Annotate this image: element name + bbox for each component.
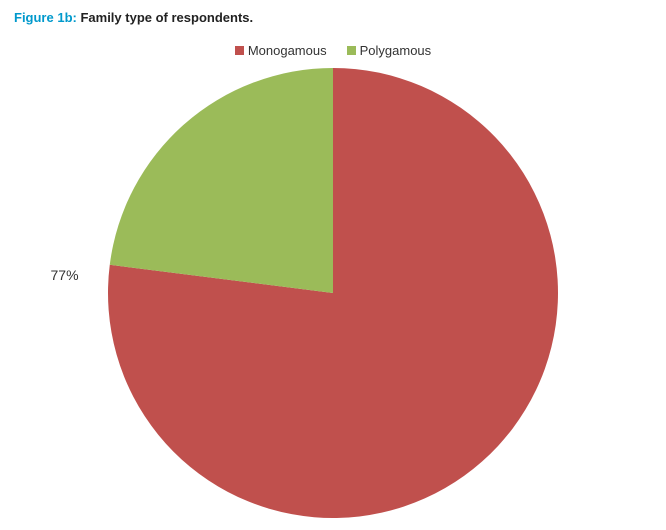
legend-item-0: Monogamous <box>235 43 327 58</box>
legend-swatch <box>347 46 356 55</box>
figure-label: Figure 1b: <box>14 10 77 25</box>
legend-swatch <box>235 46 244 55</box>
slice-label-0: 77% <box>51 267 79 283</box>
legend: Monogamous Polygamous <box>0 43 666 58</box>
figure-title: Figure 1b: Family type of respondents. <box>14 10 253 25</box>
legend-label: Polygamous <box>360 43 432 58</box>
figure-caption: Family type of respondents. <box>80 10 253 25</box>
legend-item-1: Polygamous <box>347 43 432 58</box>
pie-slice-1 <box>110 68 333 293</box>
legend-label: Monogamous <box>248 43 327 58</box>
pie-chart: 77%23% <box>0 62 666 525</box>
